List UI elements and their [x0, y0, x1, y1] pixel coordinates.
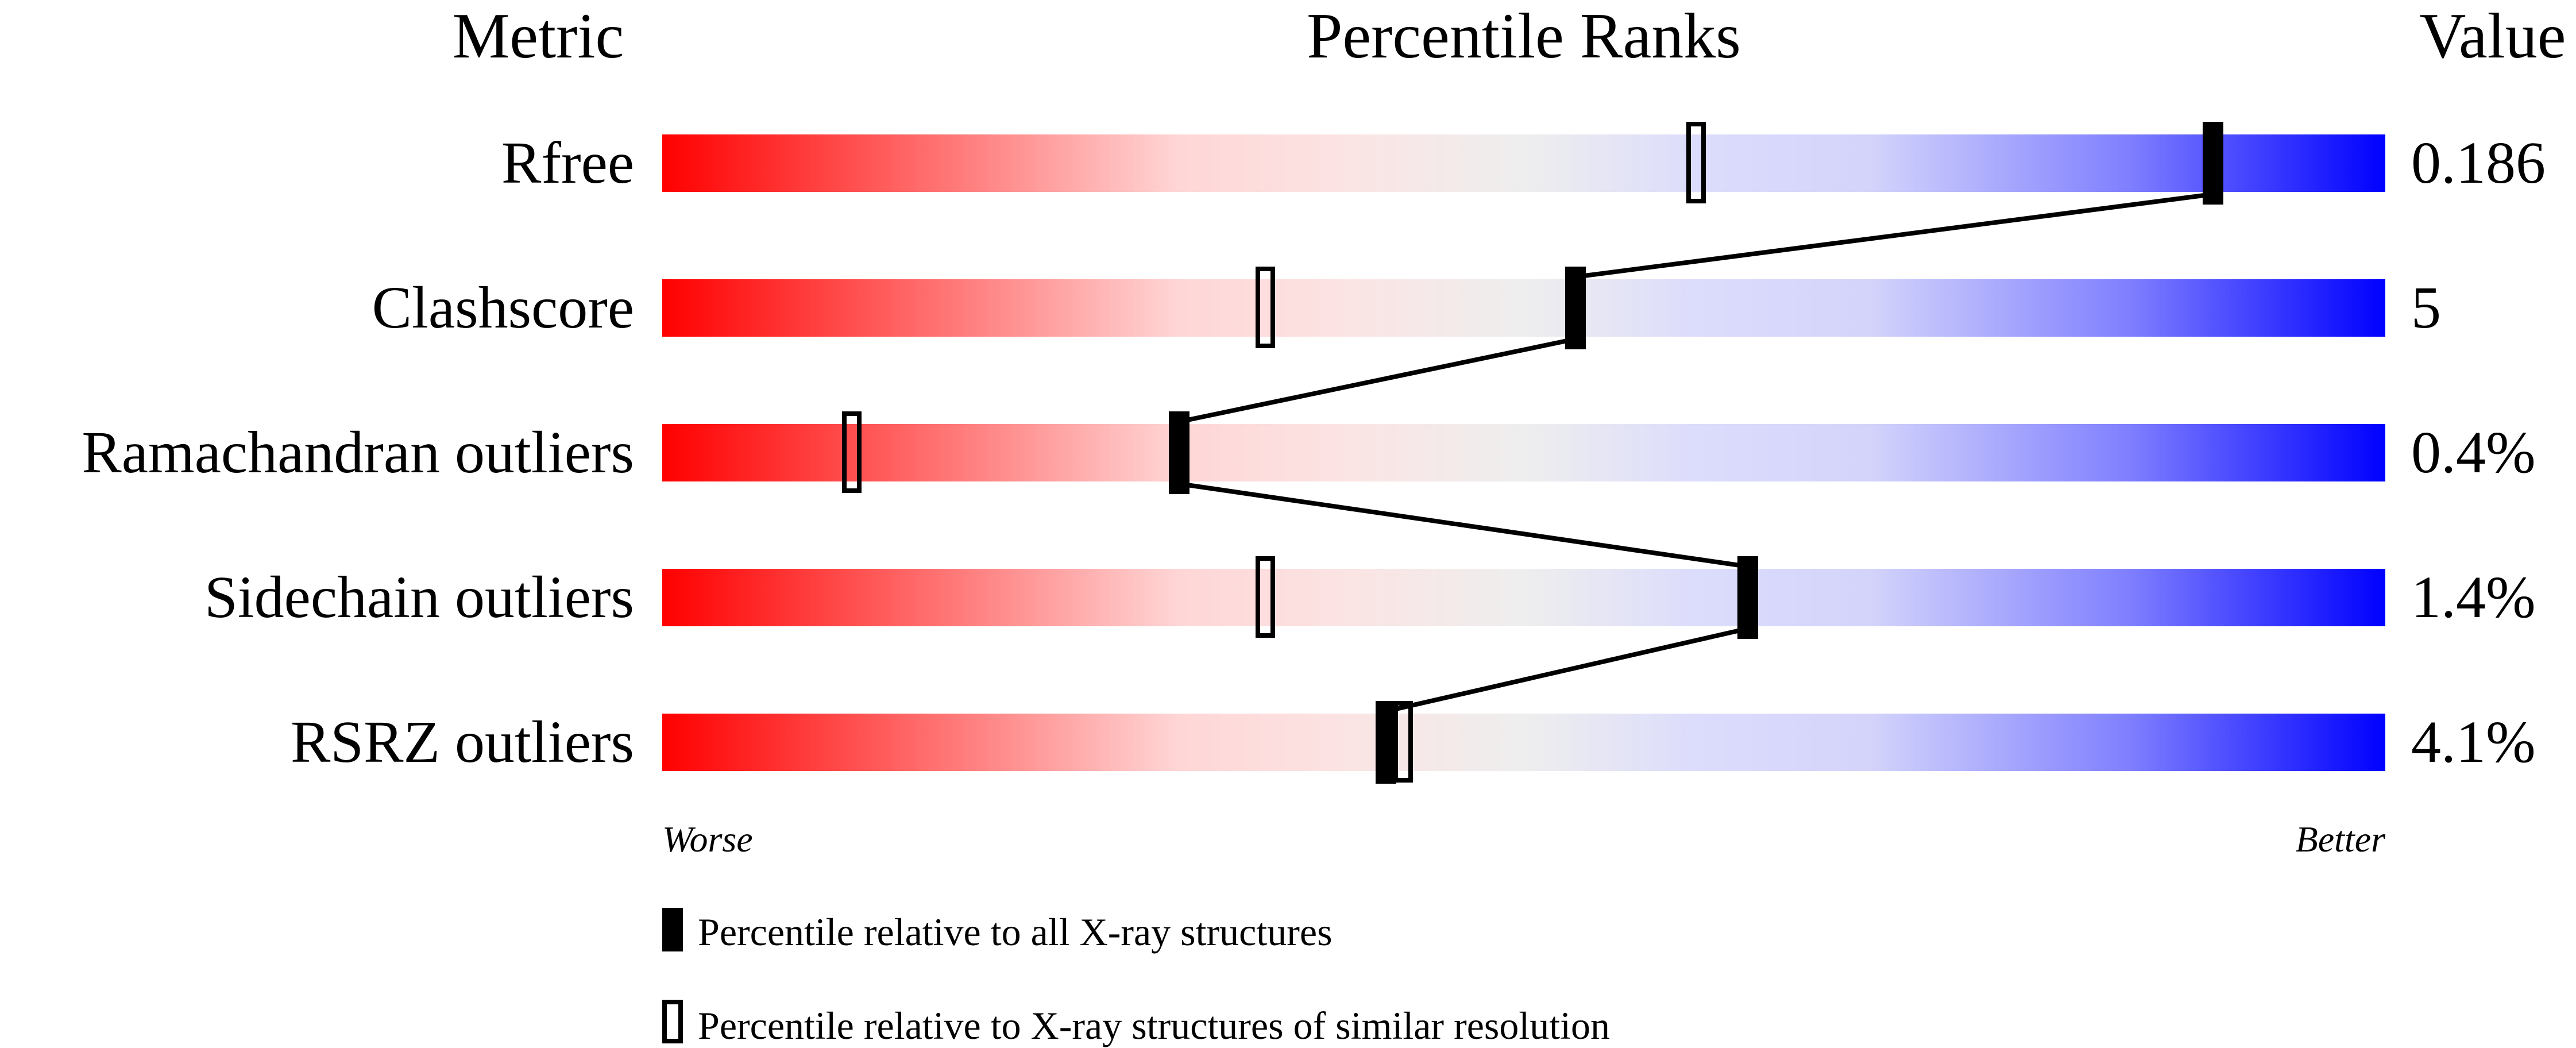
header-percentile-ranks: Percentile Ranks [1307, 1, 1741, 72]
legend-filled-marker [662, 908, 683, 951]
metric-row: Clashscore 5 [372, 275, 2441, 341]
connector-line [1179, 481, 1748, 569]
axis-label-better: Better [2296, 819, 2386, 860]
metric-row: Sidechain outliers 1.4% [204, 564, 2536, 630]
metric-row: Ramachandran outliers 0.4% [82, 419, 2535, 486]
metric-value: 4.1% [2411, 709, 2536, 775]
connector-line [1385, 626, 1748, 714]
legend-open-label: Percentile relative to X-ray structures … [698, 1004, 1610, 1047]
all-structures-marker [1737, 556, 1758, 639]
metric-value: 1.4% [2411, 564, 2536, 630]
metric-label: Clashscore [372, 275, 634, 341]
header-metric: Metric [453, 1, 624, 72]
percentile-markers [842, 122, 2223, 784]
connector-lines [1179, 192, 2214, 714]
connector-line [1179, 337, 1576, 424]
metric-row: RSRZ outliers 4.1% [291, 709, 2536, 775]
legend-open-marker [662, 1000, 683, 1043]
legend-filled-label: Percentile relative to all X-ray structu… [698, 910, 1333, 954]
metric-label: RSRZ outliers [291, 709, 634, 775]
connector-line [1575, 192, 2214, 279]
similar-resolution-marker [1256, 267, 1275, 348]
metric-row: Rfree 0.186 [501, 130, 2546, 196]
metric-value: 5 [2411, 275, 2441, 341]
header-value: Value [2419, 1, 2566, 72]
similar-resolution-marker [1256, 556, 1275, 638]
percentile-bar [662, 279, 2385, 337]
percentile-bar [662, 424, 2385, 481]
metric-value: 0.4% [2411, 419, 2536, 486]
percentile-bar [662, 569, 2385, 626]
similar-resolution-marker [1686, 122, 1706, 203]
percentile-bar [662, 714, 2385, 771]
metric-label: Sidechain outliers [204, 564, 634, 630]
all-structures-marker [1376, 701, 1396, 784]
metric-label: Ramachandran outliers [82, 419, 634, 486]
all-structures-marker [2203, 122, 2223, 205]
axis-label-worse: Worse [662, 819, 753, 860]
percentile-bar [662, 134, 2385, 192]
metric-label: Rfree [501, 130, 634, 196]
all-structures-marker [1169, 411, 1189, 494]
metric-rows: Rfree 0.186 Clashscore 5 Ramachandran outlie… [82, 130, 2546, 775]
all-structures-marker [1565, 267, 1586, 349]
similar-resolution-marker [842, 411, 862, 493]
metric-value: 0.186 [2411, 130, 2546, 196]
